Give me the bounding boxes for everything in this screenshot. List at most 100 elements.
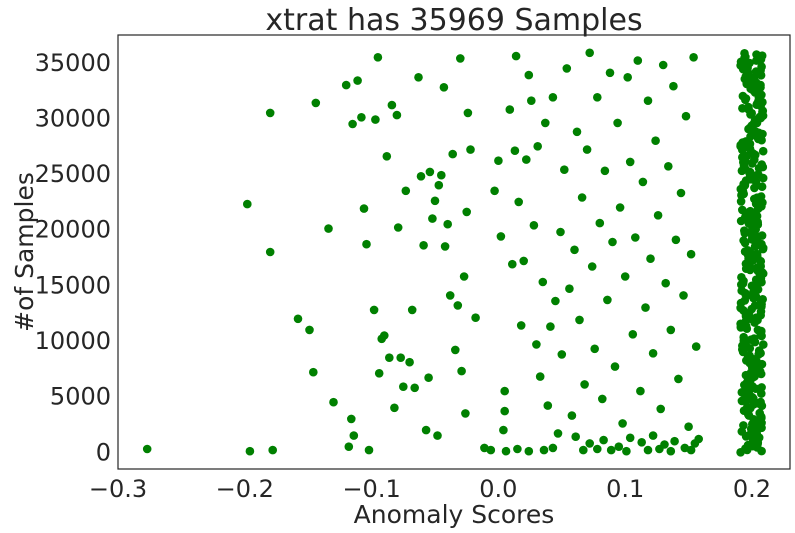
scatter-point — [623, 73, 632, 82]
scatter-point — [519, 256, 528, 266]
scatter-point — [671, 235, 681, 245]
scatter-point — [374, 369, 384, 378]
scatter-point — [738, 205, 747, 215]
scatter-point — [437, 170, 446, 180]
scatter-point — [565, 284, 574, 294]
scatter-point — [548, 93, 558, 102]
y-tick-label: 0 — [96, 438, 111, 466]
scatter-point — [459, 272, 469, 281]
scatter-point — [556, 227, 565, 237]
scatter-point — [752, 249, 762, 259]
scatter-point — [538, 277, 548, 287]
scatter-point — [513, 444, 522, 454]
scatter-point — [737, 286, 746, 296]
scatter-point — [595, 218, 605, 228]
scatter-point — [480, 443, 489, 453]
scatter-point — [669, 81, 678, 91]
scatter-point — [744, 102, 753, 112]
scatter-point — [533, 142, 542, 151]
scatter-point — [539, 445, 549, 455]
scatter-point — [631, 233, 640, 242]
scatter-point — [637, 438, 646, 447]
scatter-point — [737, 388, 747, 397]
scatter-point — [416, 172, 426, 181]
scatter-point — [371, 115, 380, 124]
scatter-point — [414, 73, 423, 82]
scatter-point — [599, 435, 608, 445]
x-tick-label: 0.0 — [479, 475, 517, 503]
x-tick-label: −0.1 — [342, 475, 400, 503]
scatter-point — [265, 108, 275, 118]
scatter-point — [664, 162, 673, 171]
scatter-point — [618, 419, 627, 428]
scatter-point — [353, 76, 362, 85]
scatter-point — [529, 221, 539, 230]
scatter-point — [661, 278, 670, 288]
scatter-point — [636, 386, 645, 396]
scatter-point — [689, 53, 698, 62]
x-tick-label: 0.2 — [733, 475, 771, 503]
scatter-point — [648, 349, 658, 358]
scatter-point — [311, 98, 321, 108]
y-axis-title: #of Samples — [10, 172, 39, 332]
scatter-point — [357, 113, 366, 122]
scatter-point — [541, 118, 550, 128]
scatter-point — [359, 204, 369, 213]
scatter-point — [557, 350, 567, 359]
x-axis-title: Anomaly Scores — [354, 500, 555, 529]
y-tick-label: 25000 — [35, 160, 111, 188]
scatter-point — [681, 111, 691, 121]
scatter-point — [686, 445, 696, 455]
scatter-point — [691, 342, 701, 351]
scatter-point — [553, 429, 563, 438]
scatter-point — [548, 443, 558, 453]
scatter-point — [439, 83, 449, 92]
scatter-point — [738, 91, 748, 101]
scatter-point — [746, 206, 755, 216]
scatter-point — [543, 401, 553, 410]
scatter-point — [344, 442, 354, 452]
scatter-point — [579, 445, 588, 455]
scatter-point — [385, 353, 394, 363]
scatter-point — [638, 177, 648, 187]
scatter-point — [749, 334, 759, 343]
scatter-point — [524, 446, 534, 456]
scatter-point — [268, 445, 278, 455]
scatter-point — [757, 383, 766, 392]
scatter-point — [739, 421, 748, 430]
scatter-point — [511, 51, 521, 61]
scatter-point — [622, 446, 631, 456]
scatter-point — [628, 330, 638, 339]
scatter-point — [666, 325, 676, 335]
scatter-point — [666, 446, 676, 456]
scatter-point — [756, 397, 765, 407]
scatter-point — [605, 68, 615, 78]
scatter-point — [496, 232, 506, 241]
scatter-point — [399, 382, 408, 392]
scatter-point — [514, 197, 523, 207]
scatter-point — [142, 444, 152, 454]
y-tick-label: 15000 — [35, 271, 111, 299]
x-tick-label: −0.2 — [216, 475, 274, 503]
scatter-point — [567, 411, 577, 420]
scatter-point — [445, 291, 455, 300]
scatter-point — [625, 157, 635, 167]
scatter-point — [362, 239, 371, 249]
y-tick-label: 30000 — [35, 104, 111, 132]
x-tick-label: 0.1 — [606, 475, 644, 503]
scatter-point — [560, 165, 569, 174]
scatter-point — [633, 56, 643, 65]
scatter-point — [759, 340, 768, 349]
scatter-point — [747, 281, 757, 291]
scatter-point — [401, 186, 411, 196]
scatter-point — [686, 249, 696, 259]
scatter-point — [546, 322, 555, 331]
scatter-point — [736, 197, 746, 206]
scatter-point — [684, 422, 693, 432]
scatter-point — [752, 50, 761, 59]
scatter-point — [757, 160, 766, 169]
scatter-point — [463, 108, 473, 118]
scatter-point — [499, 425, 508, 435]
